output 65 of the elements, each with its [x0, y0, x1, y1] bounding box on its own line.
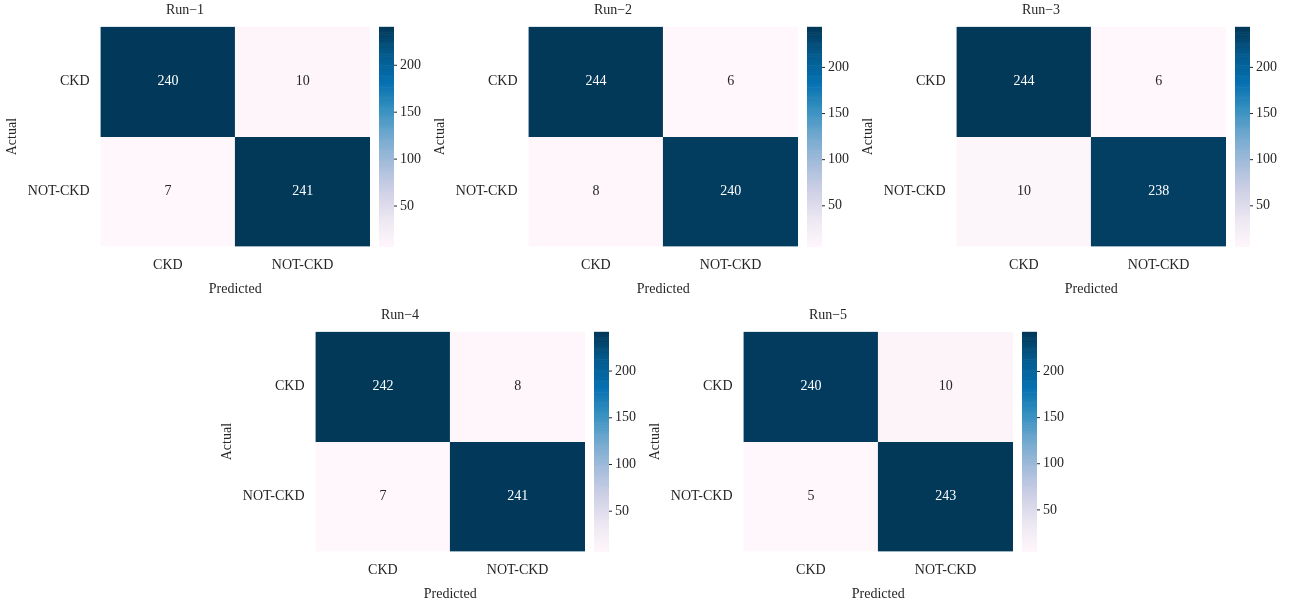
- color-bar-label: 100: [400, 150, 421, 166]
- x-tick-label: NOT-CKD: [699, 257, 762, 273]
- color-bar-label: 200: [615, 362, 636, 378]
- chart-title: Run−3: [1021, 2, 1061, 18]
- color-bar-label: 200: [400, 56, 421, 72]
- x-tick-label: NOT-CKD: [271, 257, 334, 273]
- color-bar-label: 100: [828, 151, 849, 167]
- data-label: 243: [935, 488, 957, 504]
- data-label: 241: [292, 183, 314, 199]
- data-label: 5: [807, 488, 815, 504]
- color-bar-label: 100: [615, 456, 636, 472]
- data-label: 6: [1155, 73, 1163, 89]
- x-tick-label: CKD: [153, 257, 183, 273]
- data-label: 7: [379, 488, 387, 504]
- color-bar-label: 200: [1256, 59, 1277, 75]
- x-tick-label: CKD: [368, 562, 398, 578]
- color-bar-label: 50: [400, 197, 414, 213]
- y-axis-title: Actual: [647, 422, 663, 461]
- data-label: 6: [727, 73, 735, 89]
- chart-title: Run−1: [165, 2, 205, 18]
- color-bar-label: 50: [1043, 501, 1057, 517]
- color-bar-label: 50: [1256, 197, 1270, 213]
- color-bar-label: 150: [615, 409, 636, 425]
- y-axis-title: Actual: [432, 117, 448, 156]
- x-axis-title: Predicted: [636, 281, 690, 297]
- data-label: 10: [1016, 183, 1031, 199]
- data-label: 10: [938, 378, 953, 394]
- color-bar-label: 50: [615, 502, 629, 518]
- x-axis-title: Predicted: [423, 586, 477, 602]
- color-bar-label: 150: [1043, 409, 1064, 425]
- data-label: 240: [720, 183, 742, 199]
- chart-title: Run−5: [808, 307, 848, 323]
- color-bar-label: 100: [1256, 151, 1277, 167]
- color-bar-label: 200: [828, 59, 849, 75]
- data-label: 8: [514, 378, 522, 394]
- color-bar-label: 150: [1256, 105, 1277, 121]
- x-tick-label: NOT-CKD: [486, 562, 549, 578]
- color-bar-label: 100: [1043, 455, 1064, 471]
- color-bar-label: 200: [1043, 363, 1064, 379]
- data-label: 7: [164, 183, 172, 199]
- y-axis-title: Actual: [4, 117, 20, 156]
- data-label: 10: [295, 73, 310, 89]
- color-bar-label: 50: [828, 197, 842, 213]
- chart-title: Run−2: [593, 2, 633, 18]
- y-axis-title: Actual: [219, 422, 235, 461]
- data-label: 244: [1013, 73, 1035, 89]
- x-tick-label: NOT-CKD: [1127, 257, 1190, 273]
- x-tick-label: NOT-CKD: [914, 562, 977, 578]
- x-tick-label: CKD: [1009, 257, 1039, 273]
- data-label: 240: [157, 73, 179, 89]
- data-label: 240: [800, 378, 822, 394]
- color-bar-label: 150: [828, 105, 849, 121]
- x-axis-title: Predicted: [208, 281, 262, 297]
- data-label: 8: [592, 183, 600, 199]
- data-label: 244: [585, 73, 607, 89]
- x-axis-title: Predicted: [851, 586, 905, 602]
- x-tick-label: CKD: [796, 562, 826, 578]
- color-bar-label: 150: [400, 103, 421, 119]
- chart-title: Run−4: [380, 307, 420, 323]
- data-label: 242: [372, 378, 394, 394]
- x-axis-title: Predicted: [1064, 281, 1118, 297]
- data-label: 241: [507, 488, 529, 504]
- x-tick-label: CKD: [581, 257, 611, 273]
- data-label: 238: [1148, 183, 1170, 199]
- y-axis-title: Actual: [860, 117, 876, 156]
